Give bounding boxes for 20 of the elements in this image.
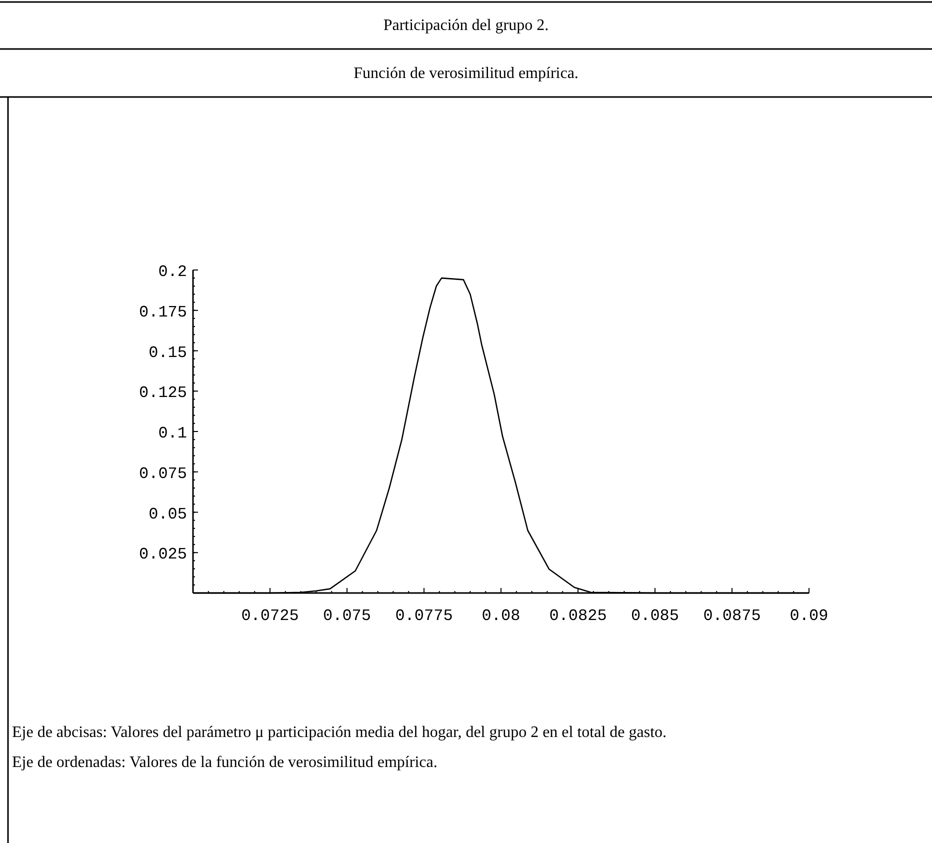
- x-tick-label: 0.08: [482, 607, 520, 625]
- y-tick-label: 0.075: [138, 464, 187, 483]
- x-tick-label: 0.0825: [549, 607, 607, 625]
- text: Eje de abcisas: Valores del parámetro μ participación media del hogar, del grupo 2 en el total de gasto.: [12, 724, 667, 741]
- chart-title: Participación del grupo 2.: [383, 17, 549, 34]
- x-tick-label: 0.0725: [241, 607, 299, 625]
- x-tick-label: 0.075: [322, 607, 372, 625]
- y-tick-label: 0.175: [138, 303, 187, 322]
- x-tick-label: 0.0875: [703, 607, 761, 625]
- y-tick-label: 0.125: [138, 384, 187, 402]
- y-tick-label: 0.1: [158, 424, 187, 442]
- y-tick-label: 0.05: [148, 505, 187, 524]
- x-tick-label: 0.085: [630, 607, 680, 625]
- text: Eje de ordenadas: Valores de la función de verosimilitud empírica.: [12, 754, 438, 771]
- chart-subtitle: Función de verosimilitud empírica.: [354, 65, 578, 82]
- x-tick-label: 0.09: [790, 607, 828, 625]
- y-tick-label: 0.2: [158, 263, 187, 281]
- y-tick-label: 0.15: [148, 344, 187, 362]
- x-tick-label: 0.0775: [395, 607, 453, 625]
- y-tick-label: 0.025: [138, 546, 187, 564]
